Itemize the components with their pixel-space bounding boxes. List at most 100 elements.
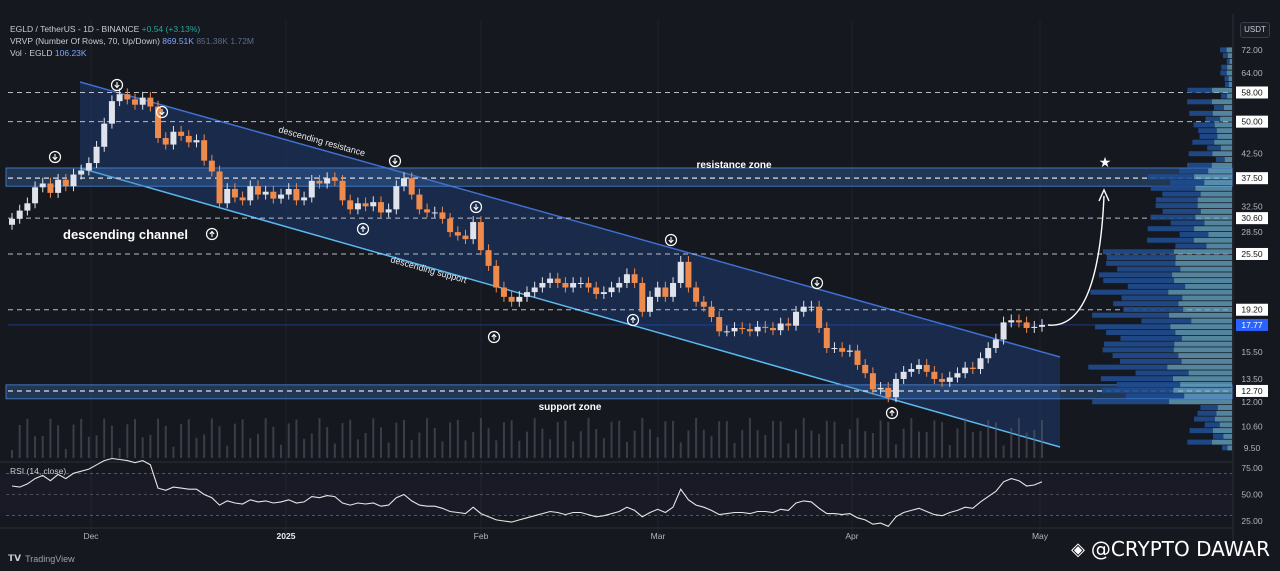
vrvp-bar (1205, 116, 1221, 122)
candle-body (470, 222, 477, 240)
volume-bar (356, 439, 359, 458)
volume-bar (149, 434, 152, 458)
vrvp-bar (1223, 433, 1232, 439)
candle-body (823, 327, 830, 349)
candle-body (685, 261, 692, 288)
vrvp-bar (1106, 330, 1176, 336)
volume-bar (910, 418, 913, 458)
candle-body (116, 94, 123, 102)
candle-body (608, 287, 615, 293)
volume-bar (280, 444, 283, 458)
vrvp-bar (1227, 445, 1232, 451)
price-tick-label: 50.00 (1241, 117, 1263, 127)
volume-bar (994, 422, 997, 458)
candle-body (101, 123, 108, 147)
candle-body (178, 131, 185, 136)
vrvp-bar (1221, 64, 1228, 70)
price-tick-label: 13.50 (1241, 374, 1263, 384)
candle-body (754, 326, 761, 332)
volume-bar (410, 439, 413, 458)
candle-body (800, 306, 807, 312)
volume-bar (157, 418, 160, 458)
vrvp-bar (1175, 243, 1207, 249)
down-arrow-icon (110, 78, 124, 92)
time-tick-label: 2025 (277, 531, 296, 541)
vrvp-bar (1175, 255, 1232, 261)
volume-bar (925, 431, 928, 458)
volume-bar (572, 441, 575, 458)
vrvp-value-1: 869.51K (162, 36, 194, 46)
candle-body (285, 188, 292, 195)
vrvp-bar (1228, 82, 1232, 88)
candle-body (270, 191, 277, 199)
vrvp-bar (1194, 226, 1232, 232)
volume-bar (894, 444, 897, 458)
vrvp-bar (1187, 99, 1212, 105)
candle-body (462, 235, 469, 240)
volume-bar (971, 432, 974, 458)
volume-bar (787, 443, 790, 458)
candle-body (293, 188, 300, 201)
candle-body (977, 358, 984, 370)
arrow-head (630, 316, 636, 321)
volume-bar (418, 432, 421, 458)
volume-bar (710, 436, 713, 458)
vrvp-bar (1167, 364, 1232, 370)
arrow-head (159, 111, 165, 116)
price-change: +0.54 (+3.13%) (141, 24, 201, 34)
up-arrow-icon (626, 313, 640, 327)
candle-body (193, 140, 200, 143)
volume-bar (533, 418, 536, 458)
vrvp-bar (1103, 341, 1175, 347)
currency-button[interactable]: USDT (1240, 22, 1270, 38)
vrvp-bar (1189, 110, 1213, 116)
vrvp-bar (1208, 168, 1232, 174)
volume-bar (72, 424, 75, 458)
binance-diamond-icon: ◈ (1071, 538, 1085, 560)
vrvp-bar (1102, 347, 1174, 353)
candle-body (969, 367, 976, 370)
vrvp-bar (1204, 220, 1232, 226)
watermark: ◈ @CRYPTO DAWAR (1071, 537, 1270, 561)
volume-bar (341, 423, 344, 458)
vrvp-bar (1204, 422, 1220, 428)
candle-body (639, 282, 646, 312)
candle-body (869, 373, 876, 390)
vrvp-bar (1194, 174, 1232, 180)
candle-body (554, 278, 561, 283)
candle-body (1015, 320, 1022, 323)
candle-body (885, 387, 892, 398)
level-price-tag (1236, 212, 1268, 225)
volume-bar (656, 437, 659, 458)
candle-body (477, 222, 484, 251)
candle-body (808, 306, 815, 308)
vrvp-bar (1200, 208, 1232, 214)
vrvp-bar (1227, 64, 1232, 70)
vrvp-bar (1092, 312, 1170, 318)
vrvp-bar (1169, 399, 1232, 405)
level-price-tag (1236, 172, 1268, 185)
volume-bar (987, 420, 990, 458)
candle-body (662, 287, 669, 297)
candle-body (854, 350, 861, 365)
tradingview-logo-icon: 𝗧𝗩 (8, 553, 22, 563)
tradingview-branding[interactable]: 𝗧𝗩 TradingView (8, 553, 75, 564)
candle-body (55, 179, 62, 193)
candle-body (908, 369, 915, 372)
vrvp-bar (1191, 318, 1232, 324)
vrvp-bar (1155, 197, 1198, 203)
volume-bar (610, 421, 613, 458)
volume-bar (595, 429, 598, 458)
vrvp-bar (1147, 226, 1195, 232)
candle-body (224, 188, 231, 204)
candle-body (931, 371, 938, 379)
candle-body (585, 282, 592, 288)
vrvp-bar (1228, 76, 1232, 82)
level-price-tag (1236, 384, 1268, 397)
candle-body (677, 261, 684, 283)
candle-body (531, 287, 538, 293)
vrvp-bar (1181, 335, 1232, 341)
volume-bar (941, 422, 944, 458)
price-tick-label: 12.70 (1241, 386, 1263, 396)
